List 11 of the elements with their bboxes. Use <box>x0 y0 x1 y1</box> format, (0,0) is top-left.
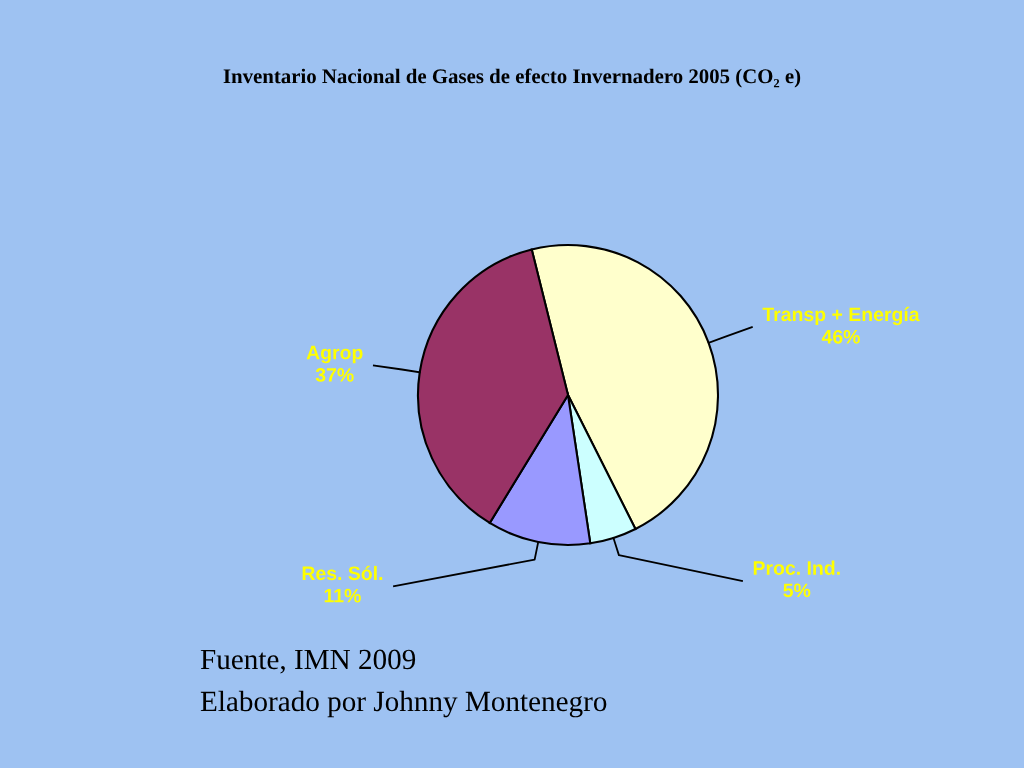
data-label: 46% <box>821 329 860 344</box>
source-note: Fuente, IMN 2009 <box>200 649 416 674</box>
slice-label: Res. Sól. <box>302 565 383 581</box>
slice-label: Agrop <box>306 345 363 364</box>
data-label: 37% <box>315 368 354 382</box>
data-label: 5% <box>783 583 811 598</box>
text: Elaborado por Johnny Montenegro <box>200 690 607 718</box>
chart-title: Inventario Nacional de Gases de efecto Invernadero 2005 (CO₂ e) <box>223 68 801 88</box>
slice-label: Proc. Ind. <box>753 560 840 575</box>
slice-label: Transp + Energía <box>762 306 920 326</box>
data-label: 11% <box>324 588 361 603</box>
